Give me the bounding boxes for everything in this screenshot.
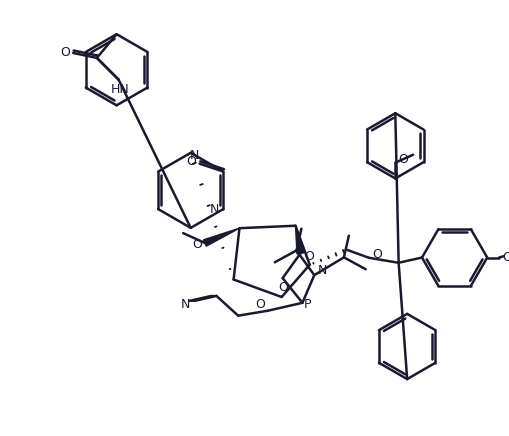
Text: O: O xyxy=(254,298,264,311)
Polygon shape xyxy=(203,228,239,246)
Text: O: O xyxy=(501,251,509,264)
Text: HN: HN xyxy=(110,83,129,96)
Text: O: O xyxy=(398,153,407,166)
Text: O: O xyxy=(278,281,288,293)
Text: O: O xyxy=(186,155,196,168)
Text: N: N xyxy=(181,298,190,311)
Text: N: N xyxy=(317,264,326,277)
Text: N: N xyxy=(190,149,199,162)
Text: O: O xyxy=(371,249,381,261)
Text: N: N xyxy=(209,203,219,216)
Text: O: O xyxy=(192,238,202,252)
Text: O: O xyxy=(60,47,70,59)
Polygon shape xyxy=(295,226,303,254)
Text: P: P xyxy=(303,298,310,311)
Text: O: O xyxy=(304,250,314,263)
